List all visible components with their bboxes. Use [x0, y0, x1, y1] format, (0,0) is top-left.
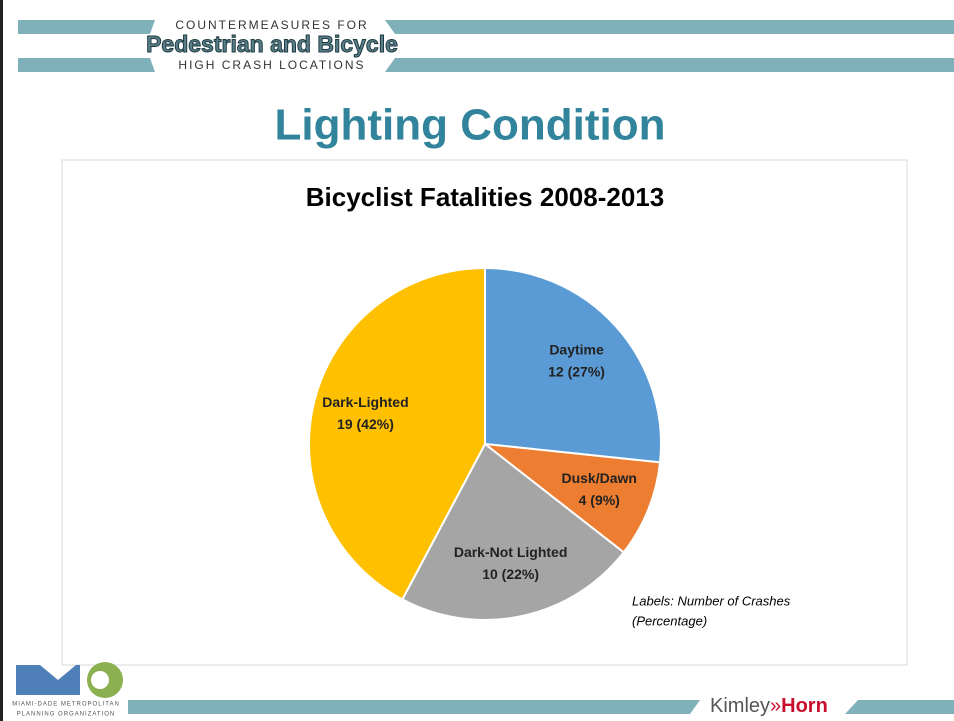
header-stripe — [18, 58, 155, 72]
footer-stripe — [845, 700, 954, 714]
slice-value-label: 19 (42%) — [337, 416, 394, 432]
left-border — [0, 0, 3, 721]
slice-label: Daytime — [549, 341, 604, 357]
header-line1: COUNTERMEASURES FOR — [175, 18, 368, 32]
pie-slice — [401, 442, 626, 621]
logo-shape — [91, 671, 109, 689]
slice-label: Dark-Lighted — [322, 394, 408, 410]
brand: Kimley»Horn — [710, 695, 828, 717]
chart-title: Bicyclist Fatalities 2008-2013 — [306, 182, 664, 212]
note: (Percentage) — [632, 613, 707, 628]
slice-label: Dusk/Dawn — [561, 470, 636, 486]
brand-right: Horn — [781, 695, 828, 717]
mpo-logo: MIAMI-DADE METROPOLITAN PLANNING ORGANIZ… — [12, 662, 123, 718]
footer-stripe — [128, 700, 700, 714]
brand-sep: » — [770, 695, 781, 717]
header-stripe — [385, 58, 954, 72]
logo-text: MIAMI-DADE METROPOLITAN — [12, 702, 120, 708]
logo-shape — [16, 665, 80, 695]
pie-slice — [481, 442, 662, 554]
brand-left: Kimley — [710, 695, 770, 717]
header-stripe — [385, 20, 954, 34]
slide-title: Lighting Condition — [275, 101, 666, 150]
header-line2: Pedestrian and Bicycle — [146, 31, 398, 57]
logo-text: PLANNING ORGANIZATION — [17, 712, 116, 718]
slice-value-label: 10 (22%) — [482, 566, 539, 582]
note: Labels: Number of Crashes — [632, 593, 791, 608]
pie-slice — [484, 266, 662, 464]
slice-label: Dark-Not Lighted — [454, 544, 568, 560]
pie-slice — [308, 266, 486, 601]
header-stripe — [18, 20, 155, 34]
header-line3: HIGH CRASH LOCATIONS — [178, 58, 365, 72]
slice-value-label: 4 (9%) — [579, 492, 620, 508]
slice-value-label: 12 (27%) — [548, 363, 605, 379]
